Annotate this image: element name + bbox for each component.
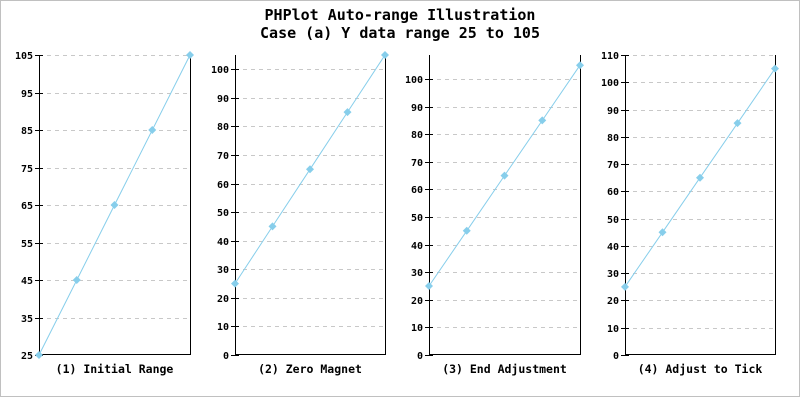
data-point-marker: [306, 165, 314, 174]
y-tick-label: 45: [21, 276, 33, 287]
y-tick-label: 80: [607, 133, 619, 144]
panel-1: 25 35 45 55 65 75 85 95 105 (1) Initial Range: [15, 51, 194, 376]
chart-title: PHPlot Auto-range Illustration Case (a) …: [0, 6, 800, 42]
data-point-marker: [186, 51, 194, 59]
data-point-marker: [658, 228, 667, 237]
y-tick-label: 80: [217, 122, 229, 133]
y-tick-label: 30: [411, 268, 423, 279]
y-tick-label: 30: [607, 269, 619, 280]
y-tick-label: 40: [411, 241, 423, 252]
chart-title-line2: Case (a) Y data range 25 to 105: [260, 24, 540, 42]
data-point-marker: [696, 173, 704, 182]
data-point-marker: [72, 276, 81, 284]
data-point-marker: [771, 64, 779, 73]
y-tick-label: 95: [21, 89, 33, 100]
data-point-marker: [381, 51, 389, 59]
panel-title: (4) Adjust to Tick: [638, 362, 763, 376]
data-point-marker: [500, 171, 509, 180]
y-tick-label: 80: [411, 130, 423, 141]
y-tick-label: 35: [21, 314, 33, 325]
y-tick-label: 10: [217, 322, 229, 333]
data-point-marker: [110, 201, 119, 209]
panel-title: (3) End Adjustment: [442, 362, 567, 376]
panel-3: 0 10 20 30 40 50 60 70 80 90 100 (3) End Adjustment: [405, 55, 584, 376]
y-tick-label: 70: [607, 160, 619, 171]
y-tick-label: 100: [601, 78, 619, 89]
y-tick-label: 100: [211, 65, 229, 76]
y-tick-label: 40: [217, 237, 229, 248]
y-tick-label: 20: [411, 296, 423, 307]
data-point-marker: [576, 61, 584, 70]
y-tick-label: 50: [411, 213, 423, 224]
data-point-marker: [733, 119, 742, 128]
chart-title-line1: PHPlot Auto-range Illustration: [264, 6, 536, 24]
data-point-marker: [268, 222, 277, 231]
data-point-marker: [425, 282, 433, 291]
y-tick-label: 50: [217, 208, 229, 219]
y-tick-label: 0: [223, 351, 229, 362]
y-tick-label: 90: [217, 94, 229, 105]
data-point-marker: [343, 108, 352, 117]
data-point-marker: [148, 126, 157, 134]
y-tick-label: 40: [607, 242, 619, 253]
y-tick-label: 70: [217, 151, 229, 162]
y-tick-label: 50: [607, 215, 619, 226]
y-tick-label: 90: [607, 106, 619, 117]
y-tick-label: 55: [21, 239, 33, 250]
y-tick-label: 100: [405, 75, 423, 86]
data-point-marker: [35, 351, 43, 359]
data-point-marker: [462, 226, 471, 235]
y-tick-label: 0: [417, 351, 423, 362]
y-tick-label: 60: [411, 185, 423, 196]
panel-title: (2) Zero Magnet: [258, 362, 362, 376]
y-tick-label: 20: [217, 294, 229, 305]
y-tick-label: 110: [601, 51, 619, 62]
y-tick-label: 90: [411, 103, 423, 114]
y-tick-label: 85: [21, 126, 33, 137]
y-tick-label: 65: [21, 201, 33, 212]
y-tick-label: 25: [21, 351, 33, 362]
panel-4: 0 10 20 30 40 50 60 70 80 90 100 110 (4) Adjust to T…: [601, 51, 779, 376]
y-tick-label: 60: [607, 187, 619, 198]
data-point-marker: [231, 279, 239, 288]
y-tick-label: 10: [411, 323, 423, 334]
y-tick-label: 60: [217, 180, 229, 191]
y-tick-label: 20: [607, 296, 619, 307]
data-point-marker: [621, 282, 629, 291]
y-tick-label: 30: [217, 265, 229, 276]
y-tick-label: 70: [411, 158, 423, 169]
y-tick-label: 105: [15, 51, 33, 62]
data-point-marker: [538, 116, 547, 125]
y-tick-label: 0: [613, 351, 619, 362]
y-tick-label: 75: [21, 164, 33, 175]
panel-title: (1) Initial Range: [56, 362, 174, 376]
panel-2: 0 10 20 30 40 50 60 70 80 90 100 (2) Zero Magnet: [211, 51, 389, 376]
y-tick-label: 10: [607, 324, 619, 335]
